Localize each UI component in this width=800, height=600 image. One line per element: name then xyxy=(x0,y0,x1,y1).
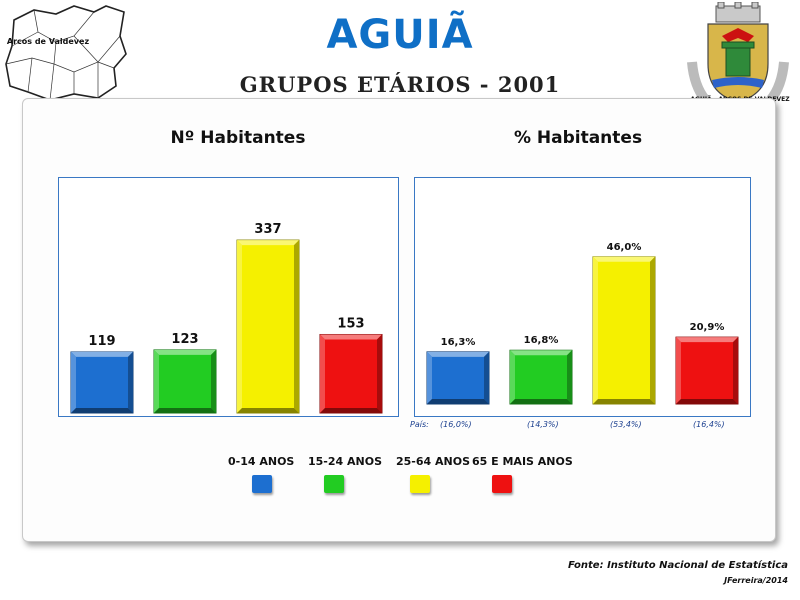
legend-label-15-24: 15-24 ANOS xyxy=(308,455,383,468)
count-chart-svg: 119 123 337 153 xyxy=(70,222,383,414)
bar-value-label-3: 20,9% xyxy=(690,322,725,333)
bar-1 xyxy=(509,349,573,405)
chart-title-percent: % Habitantes xyxy=(513,128,643,148)
bar-3 xyxy=(319,333,383,414)
country-value-0: (16,0%) xyxy=(440,420,472,429)
page-subtitle: GRUPOS ETÁRIOS - 2001 xyxy=(239,72,561,97)
bar-1 xyxy=(153,349,217,414)
legend-swatch-65-plus xyxy=(492,475,512,493)
bar-value-label-1: 16,8% xyxy=(524,335,559,346)
legend-label-25-64: 25-64 ANOS xyxy=(396,455,471,468)
bar-value-label-1: 123 xyxy=(171,332,198,347)
legend-swatch-25-64 xyxy=(410,475,430,493)
bar-value-label-0: 16,3% xyxy=(441,337,476,348)
percent-chart-svg: 16,3% 16,8% 46,0% 20,9% xyxy=(426,242,739,405)
bar-value-label-3: 153 xyxy=(337,316,364,331)
legend-swatch-15-24 xyxy=(324,475,344,493)
legend-swatch-0-14 xyxy=(252,475,272,493)
country-value-1: (14,3%) xyxy=(527,420,559,429)
bar-2 xyxy=(592,256,656,405)
bar-2 xyxy=(236,239,300,414)
country-label: País: xyxy=(410,420,429,429)
bar-0 xyxy=(70,351,134,414)
count-chart: 119 123 337 153 xyxy=(58,177,399,417)
coat-of-arms-logo xyxy=(687,2,789,122)
percent-chart: 16,3% 16,8% 46,0% 20,9% xyxy=(414,177,751,417)
bar-value-label-0: 119 xyxy=(88,334,115,349)
legend: 0-14 ANOS 15-24 ANOS 25-64 ANOS 65 E MAI… xyxy=(0,455,800,505)
chart-title-count: Nº Habitantes xyxy=(170,128,306,148)
region-map-logo: Arcos de Valdevez xyxy=(5,5,127,101)
page-title: AGUIÃ xyxy=(326,12,474,58)
bar-0 xyxy=(426,351,490,405)
country-value-2: (53,4%) xyxy=(610,420,642,429)
legend-label-65-plus: 65 E MAIS ANOS xyxy=(472,455,573,468)
country-comparison-row: País: (16,0%) (14,3%) (53,4%) (16,4%) xyxy=(410,420,750,436)
bar-3 xyxy=(675,336,739,405)
country-value-3: (16,4%) xyxy=(693,420,725,429)
legend-label-0-14: 0-14 ANOS xyxy=(228,455,295,468)
bar-value-label-2: 46,0% xyxy=(607,242,642,253)
author-note: JFerreira/2014 xyxy=(724,576,788,585)
map-logo-label: Arcos de Valdevez xyxy=(7,37,90,46)
source-note: Fonte: Instituto Nacional de Estatística xyxy=(567,560,788,571)
bar-value-label-2: 337 xyxy=(254,222,281,237)
